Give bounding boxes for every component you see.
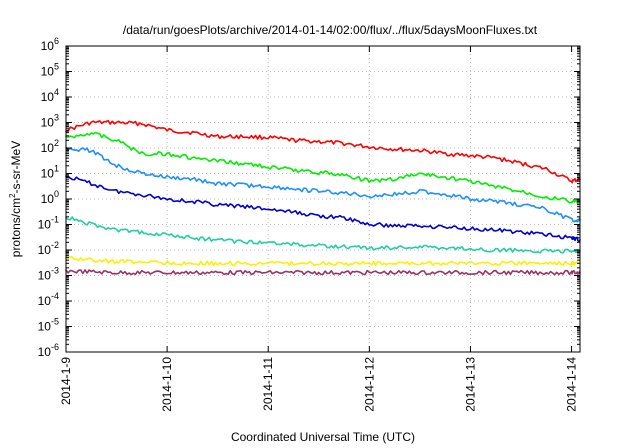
y-tick-label-base: 10 bbox=[38, 243, 52, 257]
y-tick-label-base: 10 bbox=[38, 218, 52, 232]
series-line-5 bbox=[65, 216, 581, 254]
y-tick-label-base: 10 bbox=[38, 269, 52, 283]
series-group bbox=[65, 119, 581, 276]
series-line-7 bbox=[65, 269, 581, 276]
y-tick-label-exp: -5 bbox=[51, 317, 59, 327]
y-tick-label: 104 bbox=[41, 87, 59, 104]
series-line-1 bbox=[65, 119, 581, 184]
x-tick-label: 2014-1-14 bbox=[565, 357, 579, 412]
y-tick-label-base: 10 bbox=[38, 320, 52, 334]
series-line-6 bbox=[65, 254, 581, 267]
x-tick-label: 2014-1-10 bbox=[160, 357, 174, 412]
grid-lines bbox=[66, 46, 580, 352]
y-tick-label-exp: 3 bbox=[54, 113, 59, 123]
x-tick-label: 2014-1-9 bbox=[59, 357, 73, 405]
y-tick-label-exp: -4 bbox=[51, 291, 59, 301]
y-tick-label-exp: 2 bbox=[54, 138, 59, 148]
y-tick-label-exp: -3 bbox=[51, 266, 59, 276]
y-tick-label: 103 bbox=[41, 113, 59, 130]
y-tick-label-base: 10 bbox=[41, 39, 55, 53]
x-tick-label: 2014-1-12 bbox=[362, 357, 376, 412]
y-tick-label-base: 10 bbox=[41, 167, 55, 181]
y-tick-label: 10-3 bbox=[38, 266, 59, 283]
y-tick-label-base: 10 bbox=[41, 141, 55, 155]
y-tick-label-exp: 4 bbox=[54, 87, 59, 97]
series-line-3 bbox=[65, 146, 581, 223]
x-tick-label: 2014-1-11 bbox=[261, 357, 275, 411]
y-tick-label-exp: 6 bbox=[54, 36, 59, 46]
chart-title: /data/run/goesPlots/archive/2014-01-14/0… bbox=[123, 23, 538, 37]
y-tick-label-base: 10 bbox=[41, 65, 55, 79]
y-tick-label-base: 10 bbox=[41, 90, 55, 104]
y-tick-label: 105 bbox=[41, 62, 59, 79]
y-tick-label: 102 bbox=[41, 138, 59, 155]
y-tick-label-exp: -2 bbox=[51, 240, 59, 250]
y-tick-label: 100 bbox=[41, 189, 59, 206]
axis-ticks bbox=[65, 45, 580, 353]
y-tick-label-base: 10 bbox=[41, 116, 55, 130]
y-axis-label-sup: 2 bbox=[8, 193, 17, 198]
y-tick-label-exp: 0 bbox=[54, 189, 59, 199]
y-tick-label-exp: 5 bbox=[54, 62, 59, 72]
y-axis-label: protons/cm2-s-sr-MeV bbox=[8, 141, 23, 257]
y-tick-label: 10-6 bbox=[38, 342, 59, 359]
x-axis-label: Coordinated Universal Time (UTC) bbox=[231, 430, 415, 444]
y-tick-label: 106 bbox=[41, 36, 59, 53]
series-line-4 bbox=[65, 175, 581, 243]
y-tick-label-base: 10 bbox=[38, 294, 52, 308]
y-tick-label: 10-2 bbox=[38, 240, 59, 257]
y-tick-label-base: 10 bbox=[41, 192, 55, 206]
y-tick-label-exp: -1 bbox=[51, 215, 59, 225]
y-tick-label: 10-5 bbox=[38, 317, 59, 334]
x-tick-label: 2014-1-13 bbox=[463, 357, 477, 412]
x-tick-labels: 2014-1-9 2014-1-10 2014-1-11 2014-1-12 2014-… bbox=[59, 357, 579, 412]
y-tick-label: 10-4 bbox=[38, 291, 59, 308]
y-axis-label-rest: -s-sr-MeV bbox=[9, 141, 23, 194]
y-axis-label-base: protons/cm bbox=[9, 198, 23, 257]
y-tick-label-base: 10 bbox=[38, 345, 52, 359]
y-tick-labels: 10-610-510-410-310-210-11001011021031041… bbox=[38, 36, 59, 359]
y-tick-label-exp: -6 bbox=[51, 342, 59, 352]
y-tick-label: 101 bbox=[41, 164, 59, 181]
y-tick-label: 10-1 bbox=[38, 215, 59, 232]
series-line-2 bbox=[65, 131, 581, 204]
y-tick-label-exp: 1 bbox=[54, 164, 59, 174]
